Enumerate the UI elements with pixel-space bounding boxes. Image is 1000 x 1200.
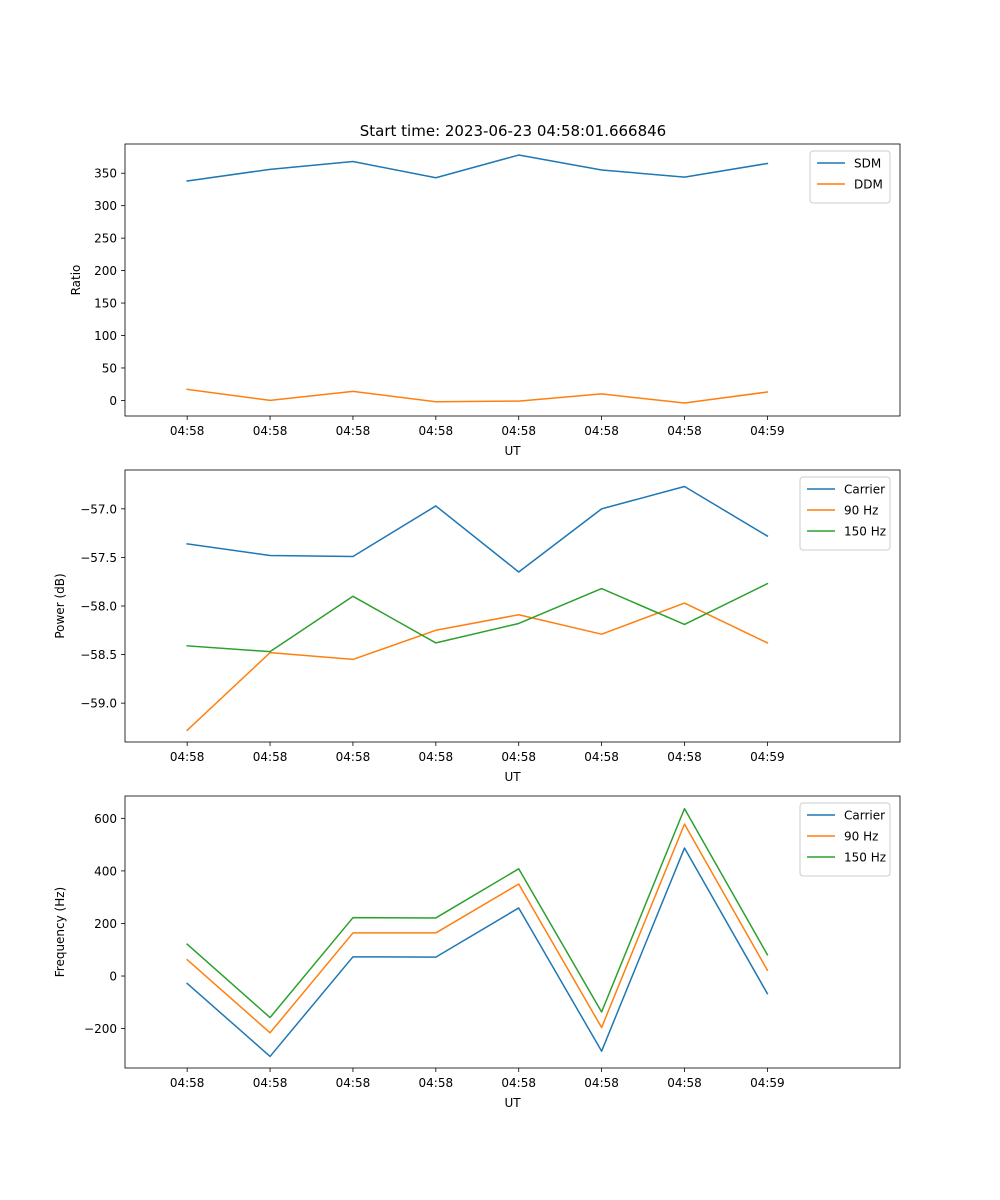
legend-label-3-1: Carrier	[844, 809, 885, 823]
x-axis-label-3: UT	[504, 1096, 521, 1110]
y-tick-label-1-6: 250	[94, 232, 117, 246]
x-tick-label-3-8: 04:59	[750, 1076, 785, 1090]
x-tick-label-1-8: 04:59	[750, 424, 785, 438]
series-line-3-3	[186, 807, 769, 1019]
series-line-1-1	[186, 154, 769, 182]
subplot-2: 04:58 04:58 04:58 04:58 04:58 04:58 04:58 04:59…	[53, 469, 901, 784]
x-tick-label-1-3: 04:58	[336, 424, 371, 438]
x-tick-label-3-7: 04:58	[667, 1076, 702, 1090]
y-tick-label-3-2: 0	[109, 970, 117, 984]
x-tick-label-1-4: 04:58	[419, 424, 454, 438]
x-tick-label-2-5: 04:58	[501, 750, 536, 764]
subplots: 04:58 04:58 04:58 04:58 04:58 04:58 04:58 04:59…	[53, 143, 901, 1110]
legend-label-2-1: Carrier	[844, 483, 885, 497]
y-axis-label-1: Ratio	[69, 265, 83, 296]
x-tick-label-3-5: 04:58	[501, 1076, 536, 1090]
x-axis-label-1: UT	[504, 444, 521, 458]
x-tick-label-2-1: 04:58	[170, 750, 205, 764]
legend-1: SDM DDM	[809, 150, 891, 204]
x-tick-label-2-6: 04:58	[584, 750, 619, 764]
x-tick-label-3-4: 04:58	[419, 1076, 454, 1090]
series-line-2-3	[186, 582, 769, 653]
legend-box-1	[809, 150, 891, 204]
x-tick-label-3-3: 04:58	[336, 1076, 371, 1090]
y-tick-label-3-1: −200	[84, 1022, 117, 1036]
x-tick-label-2-4: 04:58	[419, 750, 454, 764]
figure-title: Start time: 2023-06-23 04:58:01.666846	[360, 122, 666, 140]
legend-label-2-3: 150 Hz	[844, 525, 886, 539]
legend-2: Carrier 90 Hz 150 Hz	[799, 476, 891, 551]
x-tick-label-2-2: 04:58	[253, 750, 288, 764]
legend-label-2-2: 90 Hz	[844, 504, 878, 518]
x-tick-label-3-1: 04:58	[170, 1076, 205, 1090]
legend-3: Carrier 90 Hz 150 Hz	[799, 802, 891, 877]
x-tick-label-1-1: 04:58	[170, 424, 205, 438]
y-tick-label-1-2: 50	[102, 361, 117, 375]
axes-frame-3	[124, 795, 901, 1069]
y-tick-label-3-4: 400	[94, 864, 117, 878]
axes-frame-1	[124, 143, 901, 417]
series-line-1-2	[186, 388, 769, 404]
x-tick-label-2-8: 04:59	[750, 750, 785, 764]
y-tick-label-2-4: −57.5	[80, 551, 117, 565]
subplot-3: 04:58 04:58 04:58 04:58 04:58 04:58 04:58 04:59…	[53, 795, 901, 1110]
y-tick-label-1-8: 350	[94, 167, 117, 181]
y-axis-label-2: Power (dB)	[53, 573, 67, 638]
x-tick-label-1-6: 04:58	[584, 424, 619, 438]
subplot-1: 04:58 04:58 04:58 04:58 04:58 04:58 04:58 04:59…	[69, 143, 901, 458]
y-tick-label-1-3: 100	[94, 329, 117, 343]
x-tick-label-3-6: 04:58	[584, 1076, 619, 1090]
x-tick-label-3-2: 04:58	[253, 1076, 288, 1090]
y-tick-label-1-7: 300	[94, 199, 117, 213]
legend-label-1-2: DDM	[854, 178, 883, 192]
y-tick-label-3-5: 600	[94, 812, 117, 826]
series-line-3-2	[186, 823, 769, 1034]
series-line-2-1	[186, 485, 769, 573]
y-tick-label-1-4: 150	[94, 297, 117, 311]
legend-label-3-3: 150 Hz	[844, 851, 886, 865]
x-tick-label-1-2: 04:58	[253, 424, 288, 438]
y-tick-label-1-1: 0	[109, 394, 117, 408]
x-axis-label-2: UT	[504, 770, 521, 784]
x-tick-label-2-7: 04:58	[667, 750, 702, 764]
series-line-2-2	[186, 602, 769, 732]
x-tick-label-1-7: 04:58	[667, 424, 702, 438]
series-line-3-1	[186, 847, 769, 1058]
legend-label-1-1: SDM	[854, 157, 881, 171]
y-tick-label-2-5: −57.0	[80, 502, 117, 516]
y-tick-label-3-3: 200	[94, 917, 117, 931]
y-tick-label-2-2: −58.5	[80, 648, 117, 662]
y-tick-label-2-1: −59.0	[80, 697, 117, 711]
x-tick-label-1-5: 04:58	[501, 424, 536, 438]
y-tick-label-1-5: 200	[94, 264, 117, 278]
y-axis-label-3: Frequency (Hz)	[53, 887, 67, 978]
legend-label-3-2: 90 Hz	[844, 830, 878, 844]
y-tick-label-2-3: −58.0	[80, 600, 117, 614]
x-tick-label-2-3: 04:58	[336, 750, 371, 764]
